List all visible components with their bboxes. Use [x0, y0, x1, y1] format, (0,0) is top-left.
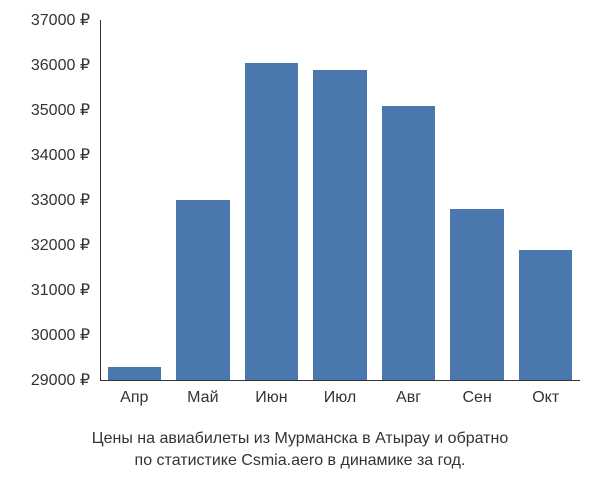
- bar: [313, 70, 366, 381]
- x-tick-label: Авг: [396, 389, 421, 407]
- bar: [450, 209, 503, 380]
- price-chart: 29000 ₽ 30000 ₽ 31000 ₽ 32000 ₽ 33000 ₽ 34000…: [0, 0, 600, 500]
- x-tick-label: Июл: [324, 389, 356, 407]
- bar: [176, 200, 229, 380]
- y-tick-label: 31000 ₽: [0, 280, 90, 300]
- y-tick-label: 32000 ₽: [0, 235, 90, 255]
- x-axis: Апр Май Июн Июл Авг Сен Окт: [100, 385, 580, 415]
- y-axis: 29000 ₽30000 ₽31000 ₽32000 ₽33000 ₽34000…: [0, 20, 95, 380]
- y-tick-label: 33000 ₽: [0, 190, 90, 210]
- y-tick-label: 29000 ₽: [0, 370, 90, 390]
- x-tick-label: Апр: [120, 389, 148, 407]
- x-tick-label: Май: [187, 389, 218, 407]
- x-tick-label: Сен: [462, 389, 491, 407]
- bar: [382, 106, 435, 381]
- x-tick-label: Окт: [532, 389, 559, 407]
- y-tick-label: 37000 ₽: [0, 10, 90, 30]
- y-tick-label: 34000 ₽: [0, 145, 90, 165]
- y-axis-line: [100, 20, 101, 380]
- caption-line-2: по статистике Csmia.aero в динамике за г…: [0, 452, 600, 470]
- x-tick-label: Июн: [255, 389, 287, 407]
- bar: [108, 367, 161, 381]
- bar: [245, 63, 298, 380]
- bar: [519, 250, 572, 381]
- caption-line-1: Цены на авиабилеты из Мурманска в Атырау…: [0, 430, 600, 448]
- y-tick-label: 30000 ₽: [0, 325, 90, 345]
- x-axis-line: [100, 380, 580, 381]
- y-tick-label: 35000 ₽: [0, 100, 90, 120]
- y-tick-label: 36000 ₽: [0, 55, 90, 75]
- plot-area: [100, 20, 580, 380]
